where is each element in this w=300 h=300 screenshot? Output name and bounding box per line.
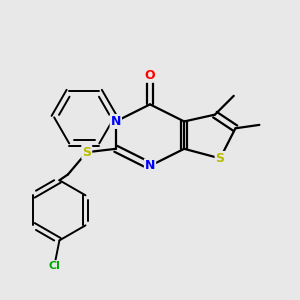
Text: S: S	[82, 146, 91, 159]
Text: S: S	[216, 152, 225, 165]
Text: O: O	[145, 69, 155, 82]
Text: Cl: Cl	[48, 261, 60, 271]
Text: N: N	[145, 159, 155, 172]
Text: N: N	[111, 115, 121, 128]
